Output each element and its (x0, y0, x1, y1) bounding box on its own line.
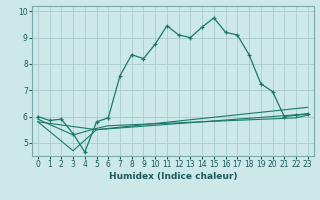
X-axis label: Humidex (Indice chaleur): Humidex (Indice chaleur) (108, 172, 237, 181)
